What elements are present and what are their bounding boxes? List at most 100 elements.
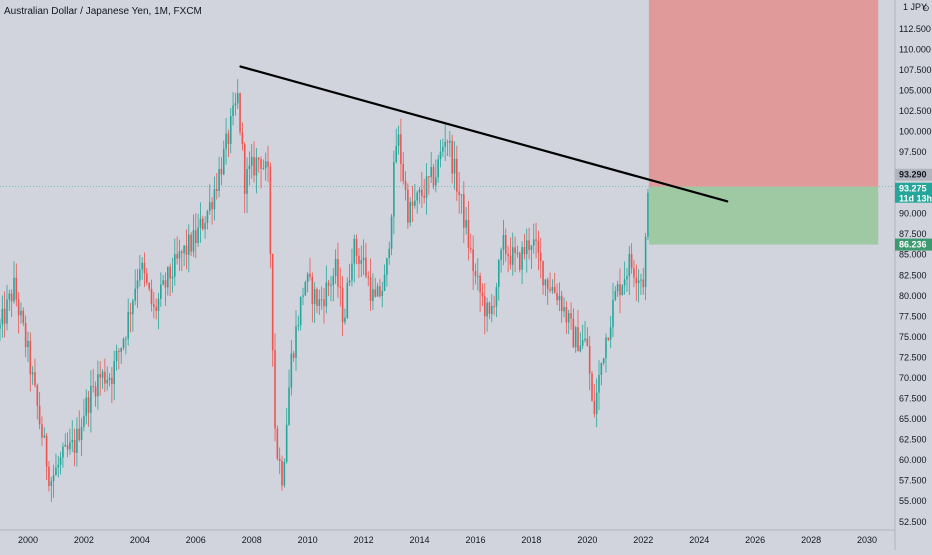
candle-body[interactable] bbox=[400, 134, 402, 164]
candle-body[interactable] bbox=[577, 327, 579, 352]
candle-body[interactable] bbox=[62, 446, 64, 458]
candle-body[interactable] bbox=[180, 251, 183, 254]
candle-body[interactable] bbox=[106, 379, 109, 384]
candle-body[interactable] bbox=[15, 277, 18, 300]
candle-body[interactable] bbox=[362, 257, 365, 261]
candle-body[interactable] bbox=[381, 291, 384, 296]
candle-body[interactable] bbox=[187, 234, 190, 255]
candle-body[interactable] bbox=[134, 288, 136, 301]
candle-body[interactable] bbox=[390, 216, 393, 249]
candle-body[interactable] bbox=[115, 350, 118, 362]
candle-body[interactable] bbox=[586, 338, 589, 346]
candle-body[interactable] bbox=[171, 276, 174, 279]
candle-body[interactable] bbox=[600, 363, 603, 375]
candle-body[interactable] bbox=[623, 279, 626, 286]
candle-body[interactable] bbox=[262, 168, 265, 170]
candle-body[interactable] bbox=[183, 245, 185, 254]
candle-body[interactable] bbox=[232, 105, 234, 117]
candle-body[interactable] bbox=[628, 253, 631, 277]
candle-body[interactable] bbox=[101, 371, 104, 378]
candle-body[interactable] bbox=[143, 262, 146, 274]
candle-body[interactable] bbox=[297, 325, 300, 327]
candle-body[interactable] bbox=[50, 481, 53, 486]
candle-body[interactable] bbox=[66, 445, 69, 450]
candle-body[interactable] bbox=[0, 324, 1, 329]
candle-body[interactable] bbox=[367, 276, 370, 278]
candle-body[interactable] bbox=[94, 386, 97, 397]
candle-body[interactable] bbox=[588, 345, 591, 374]
candle-body[interactable] bbox=[444, 141, 446, 147]
candle-body[interactable] bbox=[358, 255, 360, 264]
candle-body[interactable] bbox=[435, 177, 437, 186]
candle-body[interactable] bbox=[36, 385, 39, 406]
candle-body[interactable] bbox=[169, 266, 171, 279]
candle-body[interactable] bbox=[22, 310, 25, 324]
candle-body[interactable] bbox=[139, 269, 141, 281]
candle-body[interactable] bbox=[218, 168, 220, 191]
candle-body[interactable] bbox=[206, 211, 209, 224]
candle-body[interactable] bbox=[85, 397, 88, 416]
candle-body[interactable] bbox=[551, 286, 554, 291]
candle-body[interactable] bbox=[437, 159, 439, 178]
candle-body[interactable] bbox=[155, 307, 157, 311]
candle-body[interactable] bbox=[318, 299, 321, 306]
candle-body[interactable] bbox=[546, 279, 549, 290]
candle-body[interactable] bbox=[248, 165, 251, 170]
candle-body[interactable] bbox=[407, 189, 409, 223]
candle-body[interactable] bbox=[488, 302, 491, 314]
candle-body[interactable] bbox=[250, 156, 253, 166]
candle-body[interactable] bbox=[472, 249, 474, 272]
candle-body[interactable] bbox=[449, 140, 451, 143]
candle-body[interactable] bbox=[178, 251, 181, 259]
candle-body[interactable] bbox=[204, 223, 206, 230]
candle-body[interactable] bbox=[647, 192, 649, 237]
candle-body[interactable] bbox=[414, 200, 416, 206]
candle-body[interactable] bbox=[504, 235, 507, 254]
candle-body[interactable] bbox=[10, 293, 13, 302]
candle-body[interactable] bbox=[241, 132, 244, 145]
candle-body[interactable] bbox=[211, 202, 213, 210]
candle-body[interactable] bbox=[572, 318, 575, 348]
candle-body[interactable] bbox=[614, 291, 617, 300]
candle-body[interactable] bbox=[542, 260, 544, 286]
candle-body[interactable] bbox=[446, 141, 449, 143]
candle-body[interactable] bbox=[197, 227, 199, 243]
candle-body[interactable] bbox=[255, 157, 258, 176]
candle-body[interactable] bbox=[481, 292, 484, 297]
candle-body[interactable] bbox=[220, 168, 223, 175]
candle-body[interactable] bbox=[269, 166, 272, 255]
candle-body[interactable] bbox=[479, 275, 481, 293]
candle-body[interactable] bbox=[48, 466, 50, 486]
candle-body[interactable] bbox=[570, 313, 572, 319]
candle-body[interactable] bbox=[17, 299, 20, 316]
candle-body[interactable] bbox=[374, 289, 377, 297]
candle-body[interactable] bbox=[267, 161, 269, 167]
candle-body[interactable] bbox=[458, 191, 460, 195]
candle-body[interactable] bbox=[27, 340, 29, 348]
candle-body[interactable] bbox=[365, 257, 367, 277]
candle-body[interactable] bbox=[87, 397, 90, 413]
candle-body[interactable] bbox=[113, 361, 116, 384]
stop-zone[interactable] bbox=[648, 186, 879, 245]
candle-body[interactable] bbox=[276, 428, 279, 459]
candle-body[interactable] bbox=[451, 140, 453, 174]
candle-body[interactable] bbox=[346, 282, 349, 318]
candle-body[interactable] bbox=[222, 148, 225, 175]
candle-body[interactable] bbox=[24, 323, 27, 348]
candle-body[interactable] bbox=[465, 219, 467, 228]
candle-body[interactable] bbox=[129, 312, 132, 315]
candle-body[interactable] bbox=[41, 424, 43, 438]
candle-body[interactable] bbox=[644, 236, 647, 288]
candle-body[interactable] bbox=[544, 279, 547, 286]
candle-body[interactable] bbox=[327, 282, 330, 286]
candle-body[interactable] bbox=[330, 285, 332, 287]
candle-body[interactable] bbox=[97, 374, 99, 397]
candle-body[interactable] bbox=[332, 276, 335, 286]
candle-body[interactable] bbox=[421, 189, 423, 197]
candle-body[interactable] bbox=[490, 306, 493, 314]
candle-body[interactable] bbox=[372, 289, 374, 301]
candle-body[interactable] bbox=[430, 166, 432, 178]
candle-body[interactable] bbox=[125, 338, 127, 340]
candle-body[interactable] bbox=[281, 461, 283, 486]
